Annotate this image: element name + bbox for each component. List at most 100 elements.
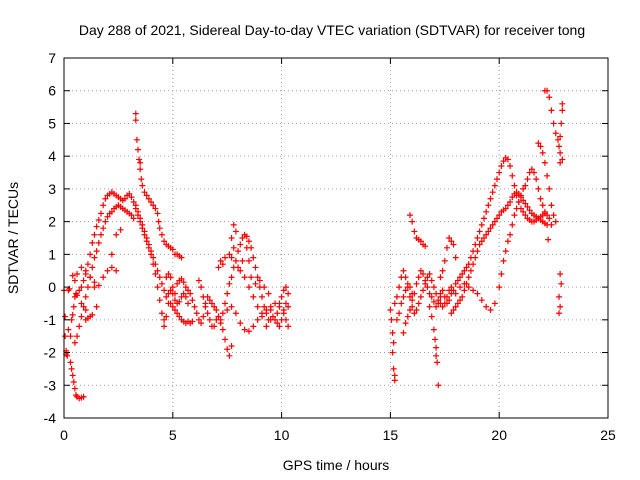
data-point bbox=[78, 300, 85, 307]
data-point bbox=[417, 238, 424, 245]
x-tick-label: 15 bbox=[383, 427, 399, 443]
data-point bbox=[161, 238, 168, 245]
data-point bbox=[195, 277, 202, 284]
data-point bbox=[539, 202, 546, 209]
data-point bbox=[145, 241, 152, 248]
data-point bbox=[161, 316, 168, 323]
data-point bbox=[450, 287, 457, 294]
data-point bbox=[391, 300, 398, 307]
data-point bbox=[95, 239, 102, 246]
data-point bbox=[167, 274, 174, 281]
data-point bbox=[64, 352, 71, 359]
data-point bbox=[454, 277, 461, 284]
data-point bbox=[430, 298, 437, 305]
y-tick-label: -1 bbox=[44, 312, 57, 328]
data-point bbox=[430, 284, 437, 291]
data-point bbox=[404, 313, 411, 320]
data-point bbox=[556, 310, 563, 317]
data-point bbox=[237, 241, 244, 248]
data-point bbox=[134, 208, 141, 215]
data-point bbox=[402, 274, 409, 281]
data-point bbox=[198, 284, 205, 291]
data-point bbox=[446, 235, 453, 241]
data-point bbox=[104, 267, 111, 274]
data-point bbox=[413, 280, 420, 287]
data-point bbox=[130, 199, 137, 205]
data-point bbox=[434, 359, 441, 366]
data-point bbox=[489, 221, 496, 228]
data-point bbox=[235, 248, 242, 255]
data-point bbox=[491, 300, 498, 307]
data-point bbox=[259, 293, 266, 300]
data-point bbox=[420, 271, 427, 277]
data-point bbox=[496, 284, 503, 291]
data-point bbox=[224, 346, 231, 353]
data-series bbox=[61, 87, 566, 402]
data-point bbox=[548, 221, 555, 228]
data-point bbox=[67, 359, 74, 366]
data-point bbox=[84, 261, 91, 268]
data-point bbox=[441, 257, 448, 264]
data-point bbox=[141, 189, 148, 196]
data-point bbox=[152, 205, 159, 212]
data-point bbox=[393, 316, 400, 323]
data-point bbox=[520, 208, 527, 215]
data-point bbox=[400, 329, 407, 336]
data-point bbox=[80, 393, 87, 400]
data-point bbox=[132, 205, 139, 212]
data-point bbox=[541, 159, 548, 166]
data-point bbox=[217, 316, 224, 323]
data-point bbox=[459, 271, 466, 277]
data-point bbox=[132, 117, 139, 124]
data-point bbox=[404, 280, 411, 287]
data-point bbox=[137, 215, 144, 222]
data-point bbox=[424, 274, 431, 281]
data-point bbox=[178, 254, 185, 261]
data-point bbox=[71, 339, 78, 346]
data-point bbox=[411, 290, 418, 297]
data-point bbox=[206, 297, 213, 304]
data-point bbox=[509, 172, 516, 179]
data-point bbox=[531, 169, 538, 176]
data-point bbox=[191, 303, 198, 310]
data-point bbox=[241, 326, 248, 333]
data-point bbox=[91, 284, 98, 291]
data-point bbox=[169, 303, 176, 310]
data-point bbox=[169, 284, 176, 291]
data-point bbox=[459, 293, 466, 300]
data-point bbox=[454, 300, 461, 307]
data-point bbox=[396, 310, 403, 317]
data-point bbox=[557, 133, 564, 140]
data-point bbox=[285, 323, 292, 330]
data-point bbox=[483, 231, 490, 238]
data-point bbox=[478, 221, 485, 228]
data-point bbox=[457, 274, 464, 281]
data-point bbox=[137, 166, 144, 173]
data-point bbox=[557, 159, 564, 166]
data-point bbox=[465, 284, 472, 291]
data-point bbox=[219, 310, 226, 317]
data-point bbox=[441, 293, 448, 300]
data-point bbox=[100, 274, 107, 281]
data-point bbox=[437, 274, 444, 281]
data-point bbox=[507, 163, 514, 169]
data-point bbox=[211, 323, 218, 330]
data-point bbox=[84, 284, 91, 291]
data-point bbox=[222, 254, 229, 261]
data-point bbox=[78, 284, 85, 291]
data-point bbox=[206, 316, 213, 323]
data-point bbox=[474, 290, 481, 297]
data-point bbox=[470, 287, 477, 294]
data-point bbox=[108, 208, 115, 215]
data-point bbox=[504, 238, 511, 245]
data-point bbox=[200, 313, 207, 320]
data-point bbox=[509, 221, 516, 228]
data-point bbox=[80, 303, 87, 310]
data-point bbox=[461, 267, 468, 274]
data-point bbox=[182, 284, 189, 291]
data-point bbox=[169, 246, 176, 253]
data-point bbox=[180, 290, 187, 297]
data-point bbox=[507, 199, 514, 205]
data-point bbox=[232, 257, 239, 264]
data-point bbox=[390, 365, 397, 372]
